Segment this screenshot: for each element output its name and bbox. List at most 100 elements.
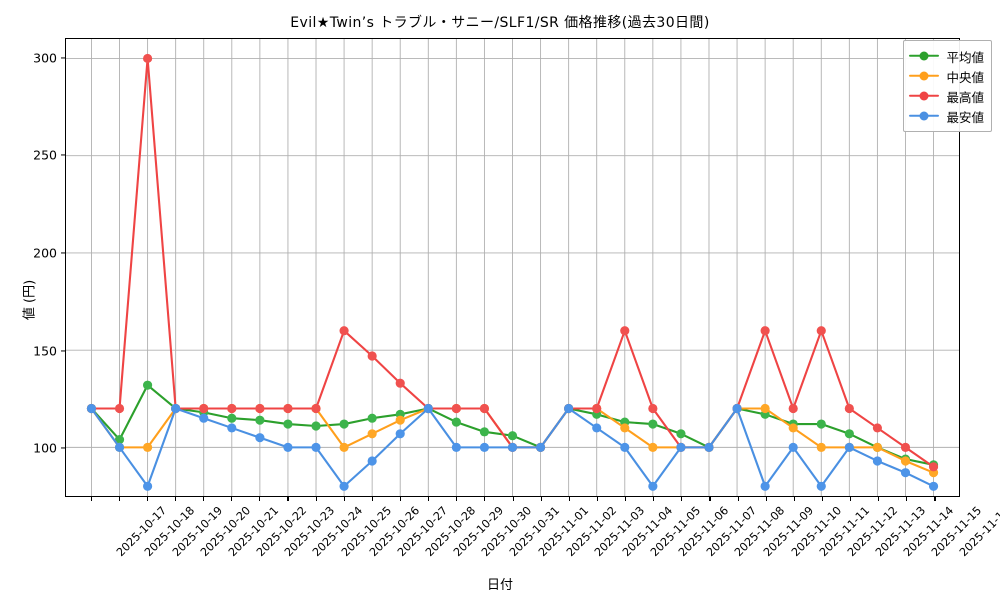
data-point (620, 442, 630, 452)
data-point (311, 403, 321, 414)
data-point (171, 403, 181, 414)
x-tick-mark (118, 497, 120, 501)
data-point (816, 442, 826, 452)
data-point (143, 380, 153, 390)
legend-item-0: 平均値 (909, 46, 984, 66)
chart-legend: 平均値 中央値 最高値最安値 (903, 40, 992, 132)
data-point (620, 423, 630, 433)
x-tick-mark (878, 497, 880, 501)
legend-marker-icon (909, 90, 940, 102)
series-line-1 (90, 407, 935, 474)
data-point (816, 481, 826, 491)
data-point (676, 442, 686, 452)
data-point (283, 442, 293, 452)
y-tick-mark (61, 349, 65, 352)
x-tick-mark (681, 497, 683, 501)
x-tick-mark (428, 497, 430, 501)
data-point (227, 423, 237, 433)
data-point (872, 423, 882, 433)
data-point (732, 403, 742, 414)
data-point (535, 442, 546, 452)
y-tick-mark (61, 447, 65, 449)
data-point (114, 442, 125, 452)
plot-area (65, 38, 960, 497)
x-axis-label: 日付 (486, 578, 513, 593)
data-point (479, 403, 490, 414)
data-point (255, 433, 265, 443)
data-point (199, 403, 209, 414)
data-point (872, 442, 882, 452)
x-tick-mark (371, 497, 373, 501)
data-point (872, 456, 882, 466)
data-point (395, 415, 405, 425)
legend-label: 最安値 (946, 109, 984, 125)
x-tick-mark (568, 497, 570, 501)
data-point (227, 413, 237, 423)
chart-title: Evil★Twin’s トラブル・サニー/SLF1/SR 価格推移(過去30日間… (290, 15, 710, 31)
x-tick-mark (850, 497, 852, 501)
data-point (395, 378, 405, 388)
x-tick-mark (203, 497, 205, 501)
series-line-2 (90, 57, 935, 468)
legend-item-2: 最高値 (909, 86, 984, 106)
x-tick-mark (821, 497, 824, 501)
data-point (227, 403, 237, 414)
data-point (311, 421, 321, 431)
data-point (283, 403, 293, 414)
data-point (900, 456, 911, 466)
legend-item-1: 中央値 (909, 66, 984, 86)
x-tick-mark (625, 497, 627, 501)
x-tick-mark (456, 497, 458, 501)
legend-marker-icon (909, 50, 940, 62)
y-tick-mark (61, 154, 65, 156)
data-point (339, 326, 349, 336)
data-point (648, 442, 658, 452)
data-point (844, 442, 854, 452)
x-tick-mark (399, 497, 402, 501)
data-point (788, 423, 798, 433)
data-point (114, 435, 125, 445)
data-point (816, 419, 826, 429)
x-tick-mark (793, 497, 795, 501)
y-tick-mark (61, 252, 65, 254)
data-point (143, 442, 153, 452)
data-point (507, 442, 518, 452)
data-point (704, 442, 714, 452)
data-point (339, 419, 349, 429)
data-point (451, 403, 461, 414)
data-point (816, 326, 826, 336)
y-tick-label: 150 (33, 343, 57, 358)
data-point (311, 442, 321, 452)
data-series-layer (86, 53, 939, 491)
legend-marker-icon (909, 70, 940, 82)
data-point (199, 413, 209, 423)
data-point (86, 403, 97, 414)
x-tick-mark (765, 497, 767, 501)
x-tick-mark (231, 497, 233, 501)
x-tick-mark (259, 497, 261, 501)
data-point (367, 351, 377, 361)
gridlines (66, 39, 959, 496)
data-point (339, 481, 349, 491)
x-tick-mark (737, 497, 739, 501)
x-tick-mark (484, 497, 486, 501)
y-tick-label: 200 (33, 245, 57, 261)
data-point (928, 481, 939, 491)
data-point (648, 419, 658, 429)
data-point (760, 481, 770, 491)
data-point (760, 403, 770, 414)
x-tick-mark (343, 497, 345, 501)
data-point (844, 403, 854, 414)
y-tick-label: 300 (33, 50, 57, 66)
y-tick-mark (61, 56, 65, 59)
x-tick-mark (287, 497, 289, 501)
y-tick-label: 250 (33, 147, 57, 163)
data-point (900, 468, 911, 478)
x-tick-mark (90, 497, 92, 501)
x-tick-mark (596, 497, 598, 501)
x-tick-mark (906, 497, 908, 501)
data-point (255, 415, 265, 425)
data-point (114, 403, 125, 414)
data-point (928, 462, 939, 472)
data-point (592, 423, 602, 433)
